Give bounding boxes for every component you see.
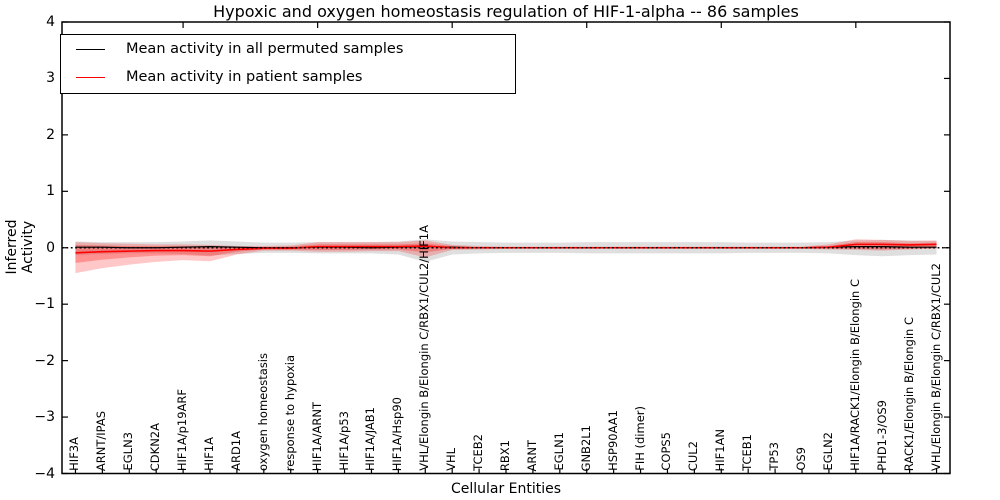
x-tick-label: CUL2: [686, 440, 701, 471]
legend: Mean activity in all permuted samples Me…: [60, 34, 516, 94]
x-tick-label: HIF3A: [67, 437, 82, 471]
legend-label: Mean activity in all permuted samples: [126, 41, 404, 57]
x-tick-label: EGLN1: [551, 432, 566, 471]
x-tick-label: HIF1A/p53: [336, 411, 351, 471]
x-tick-label: HIF1A/p19ARF: [175, 388, 190, 471]
x-tick-label: PHD1-3/OS9: [874, 400, 889, 471]
x-tick-label: VHL/Elongin B/Elongin C/RBX1/CUL2: [928, 262, 943, 471]
y-tick-label: −1: [34, 296, 55, 313]
legend-label: Mean activity in patient samples: [126, 69, 363, 85]
x-tick-label: HIF1A: [202, 437, 216, 471]
x-tick-label: OS9: [794, 447, 808, 471]
y-tick-label: −4: [34, 465, 55, 482]
x-tick-label: TCEB2: [471, 434, 486, 471]
x-tick-label: FIH (dimer): [632, 406, 647, 471]
x-tick-label: HIF1A/ARNT: [309, 401, 324, 471]
y-tick-label: −2: [34, 352, 55, 369]
x-tick-label: VHL: [444, 448, 459, 471]
band-permuted-samples-std: [75, 239, 937, 262]
x-tick-label: HIF1A/JAB1: [363, 407, 378, 471]
x-tick-label: HIF1AN: [713, 428, 728, 471]
x-tick-label: ARD1A: [228, 431, 243, 471]
legend-line-red-icon: [76, 76, 105, 78]
x-tick-label: HIF1A/RACK1/Elongin B/Elongin C: [847, 279, 862, 471]
y-tick-label: 2: [46, 126, 55, 143]
y-tick-label: −3: [34, 409, 55, 426]
y-tick-label: 3: [46, 70, 55, 87]
x-tick-label: oxygen homeostasis: [255, 353, 270, 471]
x-tick-label: RACK1/Elongin B/Elongin C: [901, 316, 916, 471]
y-tick-label: 0: [46, 239, 55, 256]
y-tick-label: 1: [46, 183, 55, 200]
x-tick-label: HSP90AA1: [605, 410, 620, 471]
x-axis-label: Cellular Entities: [450, 481, 562, 497]
x-tick-label: COPS5: [659, 432, 674, 471]
legend-item-permuted: Mean activity in all permuted samples: [61, 35, 515, 63]
x-tick-label: EGLN3: [121, 432, 136, 471]
chart-title: Hypoxic and oxygen homeostasis regulatio…: [213, 2, 799, 21]
x-tick-label: GNB2L1: [578, 424, 593, 471]
x-tick-label: CDKN2A: [148, 422, 163, 471]
x-tick-label: VHL/Elongin B/Elongin C/RBX1/CUL2/HIF1A: [417, 225, 432, 471]
legend-line-black-icon: [76, 48, 105, 50]
x-tick-label: TCEB1: [740, 434, 755, 471]
legend-item-patient: Mean activity in patient samples: [61, 63, 515, 91]
x-tick-label: response to hypoxia: [282, 354, 297, 471]
x-tick-label: RBX1: [498, 439, 512, 471]
x-tick-label: ARNT: [524, 439, 539, 472]
x-tick-label: EGLN2: [820, 432, 835, 471]
x-tick-label: ARNT/IPAS: [94, 410, 109, 471]
x-tick-label: TP53: [767, 442, 782, 471]
y-tick-label: 4: [46, 14, 55, 30]
x-tick-label: HIF1A/Hsp90: [390, 396, 405, 471]
